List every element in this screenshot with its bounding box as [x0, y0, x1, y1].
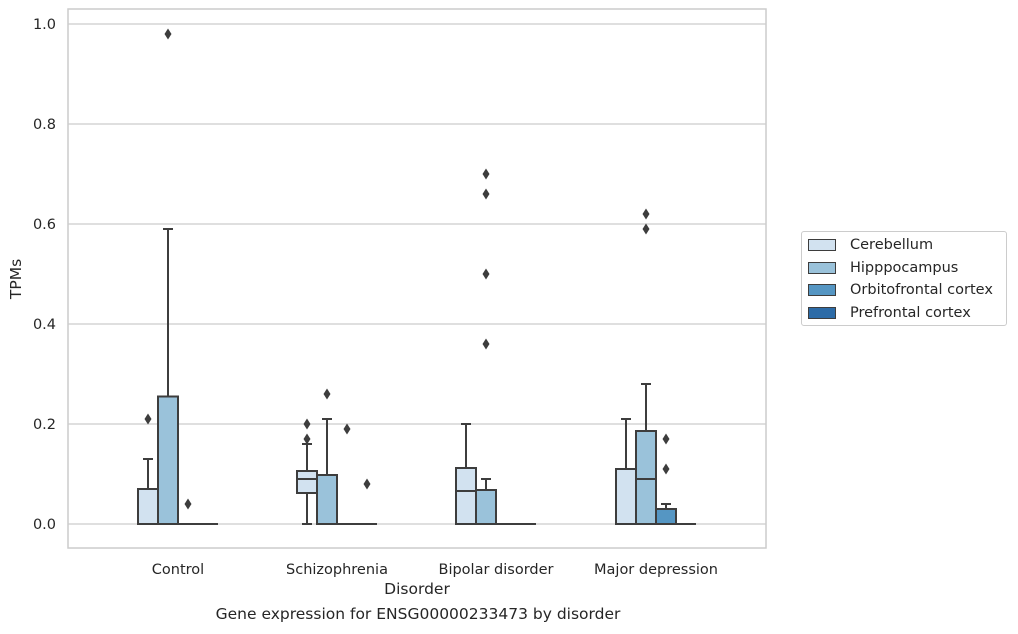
legend-swatch-orbitofrontal-cortex: [808, 284, 836, 296]
legend-label: Hipppocampus: [850, 260, 959, 276]
y-tick-label: 0.0: [33, 517, 56, 533]
outlier-point: [482, 168, 490, 180]
outlier-point: [144, 413, 152, 425]
box-orbitofrontal-cortex: [337, 423, 357, 525]
outlier-point: [303, 418, 311, 430]
box-body: [455, 467, 477, 525]
box-prefrontal-cortex: [357, 478, 377, 525]
box-hipppocampus: [157, 28, 179, 525]
outlier-point: [662, 433, 670, 445]
y-tick-label: 0.6: [33, 217, 56, 233]
legend-item-cerebellum: Cerebellum: [808, 235, 933, 255]
box-hipppocampus: [635, 208, 657, 525]
outlier-point: [482, 338, 490, 350]
box-body: [137, 488, 159, 525]
box-body: [635, 430, 657, 525]
x-tick-label: Major depression: [594, 562, 718, 578]
y-tick-label: 0.4: [33, 317, 56, 333]
outlier-point: [482, 188, 490, 200]
outlier-point: [164, 28, 172, 40]
box-body: [157, 395, 179, 525]
legend: Cerebellum Hipppocampus Orbitofrontal co…: [801, 231, 1007, 326]
legend-item-hippocampus: Hipppocampus: [808, 258, 958, 278]
outlier-point: [642, 223, 650, 235]
outlier-point: [662, 463, 670, 475]
box-hipppocampus: [316, 388, 338, 525]
legend-label: Cerebellum: [850, 237, 934, 253]
outlier-point: [363, 478, 371, 490]
plot-marks: [137, 28, 696, 525]
box-orbitofrontal-cortex: [178, 498, 198, 525]
y-tick-label: 1.0: [33, 17, 56, 33]
chart-caption: Gene expression for ENSG00000233473 by d…: [215, 605, 621, 623]
box-cerebellum: [455, 423, 477, 525]
outlier-point: [642, 208, 650, 220]
box-cerebellum: [615, 418, 637, 525]
outlier-point: [323, 388, 331, 400]
box-cerebellum: [137, 413, 159, 525]
x-tick-label: Control: [152, 562, 204, 578]
legend-label: Prefrontal cortex: [850, 305, 971, 321]
outlier-point: [303, 433, 311, 445]
box-body: [296, 470, 318, 494]
legend-item-prefrontal-cortex: Prefrontal cortex: [808, 303, 971, 323]
x-tick-label: Bipolar disorder: [439, 562, 554, 578]
box-body: [655, 508, 677, 525]
legend-label: Orbitofrontal cortex: [850, 282, 993, 298]
box-hipppocampus: [475, 168, 497, 525]
x-axis-label: Disorder: [384, 580, 450, 598]
x-tick-label: Schizophrenia: [286, 562, 388, 578]
box-cerebellum: [296, 418, 318, 525]
legend-swatch-hippocampus: [808, 262, 836, 274]
axes: 0.0 0.2 0.4 0.6 0.8 1.0 Control Schizophrenia Bi…: [33, 8, 767, 578]
box-orbitofrontal-cortex: [655, 433, 677, 525]
outlier-point: [343, 423, 351, 435]
legend-item-orbitofrontal-cortex: Orbitofrontal cortex: [808, 280, 993, 300]
y-axis-label: TPMs: [7, 259, 25, 300]
plot-frame: [67, 8, 767, 549]
legend-swatch-prefrontal-cortex: [808, 307, 836, 319]
outlier-point: [482, 268, 490, 280]
legend-swatch-cerebellum: [808, 239, 836, 251]
outlier-point: [184, 498, 192, 510]
box-body: [615, 468, 637, 525]
box-body: [316, 474, 338, 525]
box-body: [475, 489, 497, 525]
y-tick-label: 0.8: [33, 117, 56, 133]
y-tick-label: 0.2: [33, 417, 56, 433]
